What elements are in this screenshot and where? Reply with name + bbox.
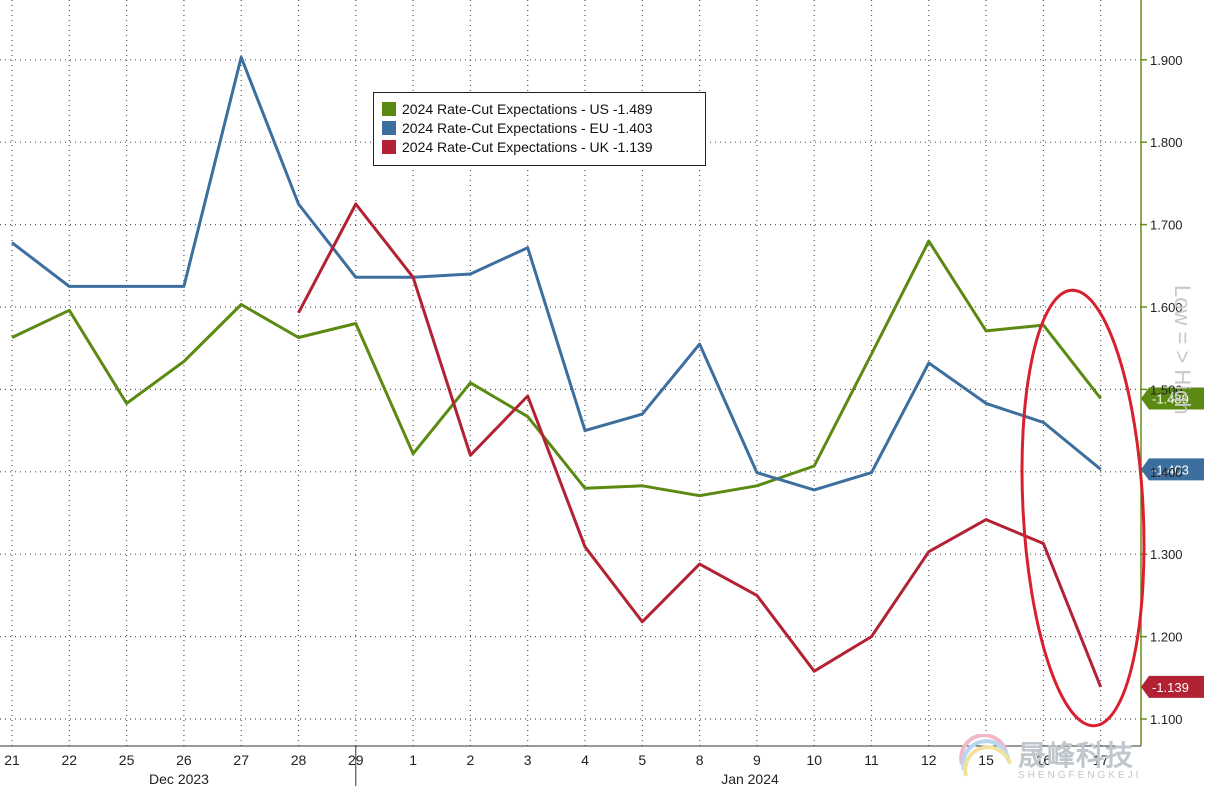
x-tick-label-7: 1: [409, 752, 417, 768]
x-tick-label-19: 17: [1093, 752, 1109, 768]
x-tick-label-9: 3: [524, 752, 532, 768]
y-tick-label-0: 1.100: [1150, 712, 1183, 727]
highlight-ellipse-shape: [1020, 288, 1146, 728]
x-tick-label-17: 15: [978, 752, 994, 768]
x-tick-label-0: 21: [4, 752, 20, 768]
end-tag-eu: -1.403: [1141, 458, 1204, 481]
x-tick-label-1: 22: [62, 752, 78, 768]
x-tick-label-14: 10: [806, 752, 822, 768]
y-tick-label-7: 1.800: [1150, 135, 1183, 150]
y-tick-label-4: 1.500: [1150, 382, 1183, 397]
x-tick-label-15: 11: [864, 752, 879, 768]
end-tag-bg-eu: [1141, 458, 1204, 481]
highlight-ellipse: [1020, 288, 1146, 728]
series-line-us: [11, 239, 1102, 498]
end-tag-label-us: -1.489: [1152, 391, 1189, 406]
legend-item-eu: 2024 Rate-Cut Expectations - EU -1.403: [382, 118, 697, 137]
legend-label-uk: 2024 Rate-Cut Expectations - UK -1.139: [402, 138, 653, 155]
watermark-subtext: SHENGFENGKEJI: [1018, 770, 1142, 781]
series-line-eu: [11, 55, 1102, 492]
end-tag-bg-uk: [1141, 675, 1204, 698]
y-tick-label-3: 1.400: [1150, 465, 1183, 480]
x-tick-label-10: 4: [581, 752, 589, 768]
y-tick-label-8: 1.900: [1150, 53, 1183, 68]
x-tick-label-5: 28: [291, 752, 307, 768]
end-tag-label-uk: -1.139: [1152, 680, 1189, 695]
legend-swatch-uk: [382, 139, 396, 154]
y-axis-label: Low = > High: [1170, 285, 1195, 415]
x-tick-label-8: 2: [467, 752, 475, 768]
y-tick-label-1: 1.200: [1150, 630, 1183, 645]
end-tag-uk: -1.139: [1141, 675, 1204, 698]
y-tick-label-5: 1.600: [1150, 300, 1183, 315]
grid: [0, 0, 1141, 746]
axis-labels: 1.100 1.200 1.300 1.400 1.500 1.600 1.700 1.800…: [4, 53, 1195, 786]
legend-item-uk: 2024 Rate-Cut Expectations - UK -1.139: [382, 137, 697, 156]
x-tick-label-16: 12: [921, 752, 937, 768]
x-tick-label-4: 27: [233, 752, 249, 768]
x-tick-label-12: 8: [696, 752, 704, 768]
x-tick-label-11: 5: [638, 752, 646, 768]
x-tick-label-13: 9: [753, 752, 761, 768]
month-label-jan: Jan 2024: [721, 771, 779, 786]
y-tick-label-2: 1.300: [1150, 547, 1183, 562]
y-tick-label-6: 1.700: [1150, 218, 1183, 233]
series-lines: [11, 55, 1103, 688]
x-tick-label-18: 16: [1036, 752, 1052, 768]
series-line-uk: [297, 202, 1103, 688]
watermark: 晟峰科技 SHENGFENGKEJI: [956, 733, 1156, 782]
legend-label-us: 2024 Rate-Cut Expectations - US -1.489: [402, 100, 653, 117]
legend-item-us: 2024 Rate-Cut Expectations - US -1.489: [382, 99, 697, 118]
x-tick-label-3: 26: [176, 752, 192, 768]
x-tick-label-2: 25: [119, 752, 135, 768]
legend: 2024 Rate-Cut Expectations - US -1.489 2…: [373, 92, 706, 166]
end-tag-label-eu: -1.403: [1152, 462, 1189, 477]
month-label-dec: Dec 2023: [149, 771, 209, 786]
end-tag-us: -1.489: [1141, 387, 1204, 410]
end-value-tags: -1.489 -1.403 -1.139: [1141, 387, 1204, 698]
legend-swatch-eu: [382, 120, 396, 135]
x-tick-label-6: 29: [348, 752, 364, 768]
end-tag-bg-us: [1141, 387, 1204, 410]
legend-label-eu: 2024 Rate-Cut Expectations - EU -1.403: [402, 119, 653, 136]
legend-swatch-us: [382, 101, 396, 116]
watermark-text: 晟峰科技: [1018, 739, 1135, 772]
watermark-logo-icon: [959, 733, 1012, 777]
